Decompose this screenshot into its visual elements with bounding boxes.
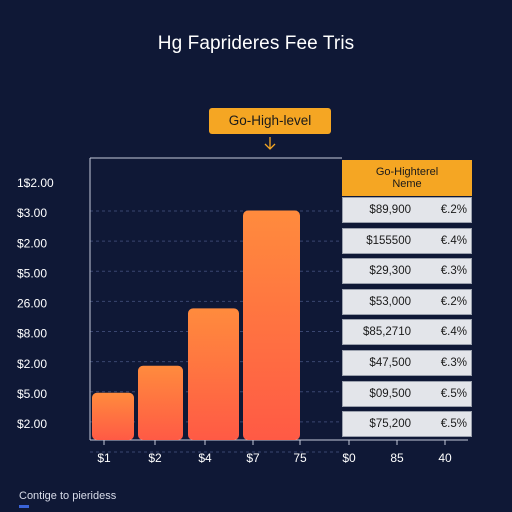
side-panel-row: $29,300 €.3% [342,258,472,285]
side-panel-header-line-1: Go-Highterel [375,166,439,178]
side-panel-percent: €.2% [440,295,467,308]
side-panel-percent: €.3% [440,356,467,369]
x-tick-label: 85 [390,451,404,465]
side-panel-percent: €.4% [440,234,467,247]
side-panel-value: $75,200 [369,418,411,431]
side-panel-row: $85,2710 €.4% [342,319,472,346]
bar [243,210,300,440]
callout-label: Go-High-level [209,108,331,134]
side-panel-row: $09,500 €.5% [342,380,472,407]
bar [188,308,239,440]
x-tick-label: $4 [198,451,212,465]
y-tick-label: 1$2.00 [17,176,54,190]
x-tick-label: 40 [438,451,452,465]
side-panel-row: $155500 €.4% [342,227,472,254]
bar [92,392,134,440]
side-panel-value: $09,500 [369,387,411,400]
y-tick-label: 26.00 [17,297,47,311]
side-panel-header: Go-Highterel Neme [342,160,472,196]
x-tick-label: $1 [97,451,111,465]
side-panel-row: $53,000 €.2% [342,288,472,315]
footer-text: Contige to pieridess [19,490,117,502]
side-panel-percent: €.4% [440,326,467,339]
arrow-down-icon [264,137,276,150]
side-panel-percent: €.3% [440,265,467,278]
x-tick-label: $2 [148,451,162,465]
side-panel-value: $85,2710 [363,326,411,339]
side-panel-value: $53,000 [369,295,411,308]
y-tick-label: $5.00 [17,387,47,401]
side-panel-value: $89,900 [369,204,411,216]
x-tick-label: $0 [342,451,356,465]
y-tick-label: $2.00 [17,357,47,371]
side-panel-percent: €.2% [440,204,467,216]
side-panel-value: $155500 [366,234,411,247]
y-tick-label: $2.00 [17,417,47,431]
y-tick-label: $3.00 [17,206,47,220]
x-tick-label: 75 [293,451,307,465]
side-panel-row: $47,500 €.3% [342,349,472,376]
side-panel-rows: $89,900 €.2% $155500 €.4% $29,300 €.3% $53,000… [342,197,472,442]
footer-accent-mark [19,505,29,508]
y-tick-label: $2.00 [17,236,47,250]
side-panel-value: $47,500 [369,356,411,369]
side-panel-row: $75,200 €.5% [342,411,472,438]
side-panel-value: $29,300 [369,265,411,278]
side-panel-header-line-2: Neme [392,178,422,190]
y-tick-label: $8.00 [17,327,47,341]
bar [138,365,183,440]
x-tick-label: $7 [246,451,260,465]
side-panel-row: $89,900 €.2% [342,197,472,223]
y-tick-label: $5.00 [17,266,47,280]
chart-title: Hg Faprideres Fee Tris [157,33,355,54]
side-panel-percent: €.5% [440,387,467,400]
side-panel-percent: €.5% [440,418,467,431]
